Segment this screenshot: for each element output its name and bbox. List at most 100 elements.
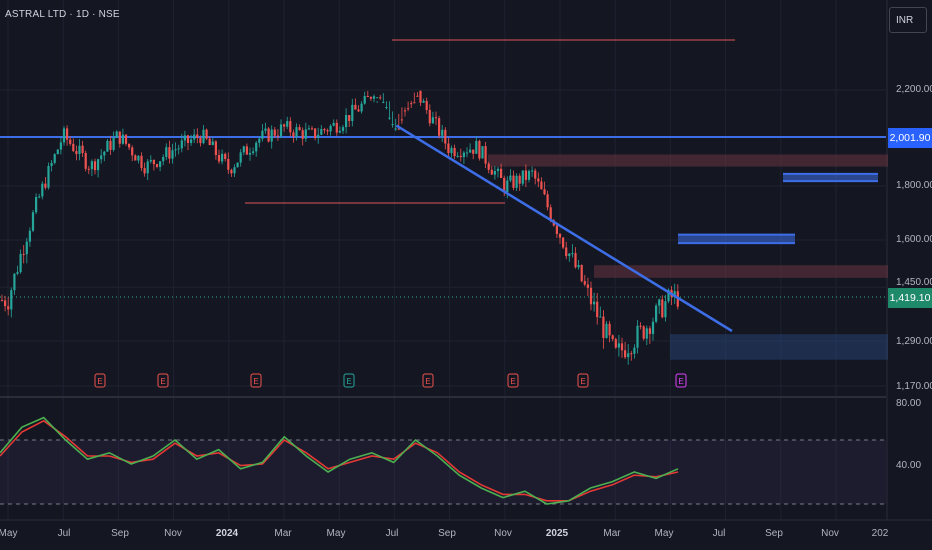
- candle-body: [518, 175, 521, 184]
- candle-body: [487, 163, 490, 170]
- candle-body: [425, 100, 428, 110]
- candle-body: [193, 134, 196, 140]
- candle-body: [633, 347, 636, 354]
- candle-body: [617, 343, 620, 348]
- candle-body: [627, 353, 630, 358]
- candle-body: [478, 140, 481, 159]
- candle-body: [112, 137, 115, 150]
- candle-body: [56, 149, 59, 155]
- candle-body: [363, 96, 366, 104]
- time-tick: Jul: [57, 528, 71, 539]
- candle-body: [400, 119, 403, 121]
- candle-body: [307, 128, 310, 130]
- price-zone: [594, 265, 888, 278]
- candle-body: [469, 149, 472, 153]
- candle-body: [599, 316, 602, 318]
- candle-body: [264, 128, 267, 131]
- candle-body: [248, 152, 252, 155]
- candle-body: [286, 121, 289, 127]
- candle-body: [140, 155, 143, 169]
- rsi-fast-line: [0, 416, 679, 505]
- candle-body: [456, 155, 459, 157]
- candle-body: [419, 90, 422, 103]
- candle-body: [245, 146, 248, 155]
- candle-body: [509, 175, 512, 181]
- earnings-marker: [343, 373, 355, 388]
- currency-button[interactable]: INR: [889, 7, 927, 33]
- candle-body: [214, 141, 217, 156]
- candle-body: [382, 102, 385, 104]
- candle-body: [642, 326, 645, 339]
- earnings-marker-label: E: [346, 377, 351, 386]
- candle-body: [180, 140, 183, 149]
- candle-body: [298, 127, 301, 131]
- candle-body: [416, 95, 419, 97]
- candle-body: [38, 196, 41, 198]
- candle-body: [69, 139, 72, 144]
- candle-body: [391, 124, 394, 126]
- price-tick: 1,600.00: [896, 234, 932, 245]
- candle-body: [19, 253, 22, 273]
- price-zone: [783, 173, 878, 182]
- time-tick: Mar: [274, 528, 292, 539]
- candle-body: [602, 316, 605, 339]
- candle-body: [540, 181, 543, 190]
- candle-body: [0, 300, 4, 302]
- candle-body: [118, 131, 121, 144]
- candle-body: [59, 142, 62, 150]
- earnings-marker-label: E: [97, 377, 102, 386]
- candle-body: [304, 129, 307, 139]
- candle-body: [450, 147, 453, 154]
- candle-body: [351, 104, 354, 122]
- candle-body: [465, 152, 469, 154]
- candle-body: [22, 253, 25, 255]
- candle-body: [345, 115, 348, 128]
- candle-body: [372, 96, 376, 99]
- candle-body: [611, 335, 614, 340]
- candle-body: [7, 306, 10, 310]
- candle-body: [512, 175, 515, 188]
- candle-body: [273, 129, 276, 136]
- candle-body: [385, 107, 388, 109]
- candle-body: [338, 130, 341, 133]
- candle-body: [255, 142, 258, 152]
- candle-body: [159, 161, 162, 167]
- candle-body: [174, 149, 177, 151]
- candle-body: [168, 147, 171, 159]
- price-zone: [670, 334, 888, 360]
- candle-body: [16, 272, 19, 274]
- price-tick: 2,200.00: [896, 84, 932, 95]
- price-tick: 1,800.00: [896, 180, 932, 191]
- candle-body: [475, 140, 478, 154]
- candle-body: [447, 143, 450, 154]
- candle-body: [422, 100, 425, 103]
- candle-body: [543, 189, 546, 195]
- candle-body: [252, 151, 255, 153]
- candle-body: [438, 118, 441, 136]
- candle-body: [527, 170, 531, 180]
- time-tick: Sep: [111, 528, 129, 539]
- candle-body: [366, 96, 369, 98]
- candle-body: [242, 146, 245, 153]
- candle-body: [462, 152, 465, 158]
- candle-body: [310, 128, 314, 130]
- earnings-marker: [422, 373, 434, 388]
- time-tick: 2025: [545, 528, 569, 539]
- candle-body: [608, 323, 611, 336]
- candle-body: [413, 102, 416, 104]
- candle-body: [217, 155, 221, 162]
- candle-body: [428, 109, 431, 124]
- candle-body: [171, 150, 174, 159]
- time-tick: Sep: [438, 528, 456, 539]
- candle-body: [295, 127, 298, 137]
- candle-body: [562, 237, 565, 248]
- candle-body: [276, 135, 279, 137]
- candle-body: [314, 128, 317, 138]
- price-zone: [488, 154, 888, 167]
- candle-body: [459, 155, 462, 158]
- candle-body: [360, 103, 363, 112]
- earnings-marker: [157, 373, 169, 388]
- candle-body: [326, 130, 329, 132]
- candle-body: [661, 299, 664, 318]
